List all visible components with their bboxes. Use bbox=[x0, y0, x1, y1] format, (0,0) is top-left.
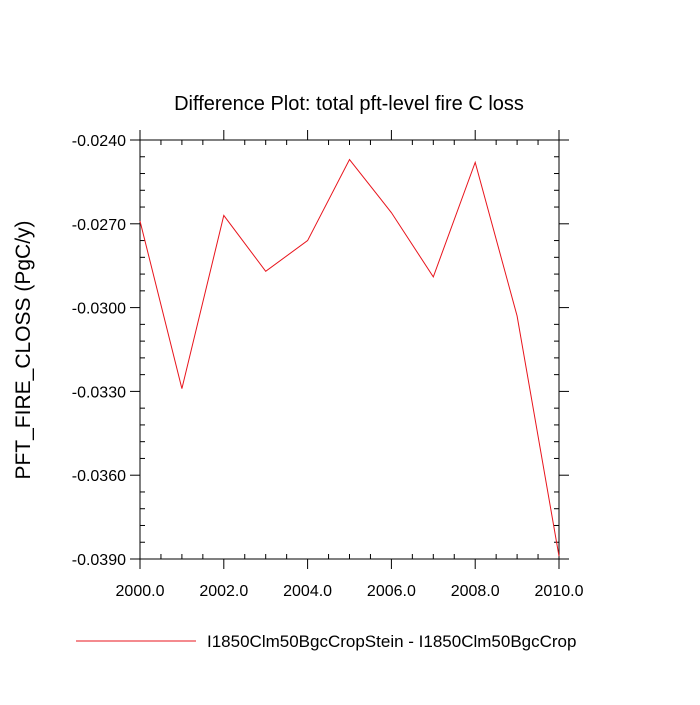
y-tick-label: -0.0360 bbox=[72, 468, 126, 485]
y-tick-label: -0.0240 bbox=[72, 133, 126, 150]
axis-tick-labels: 2000.0 2002.0 2004.0 2006.0 2008.0 2010.0 -0.0… bbox=[72, 133, 584, 600]
series-layer bbox=[139, 158, 560, 557]
legend: I1850Clm50BgcCropStein - I1850Clm50BgcCr… bbox=[76, 632, 576, 651]
legend-label: I1850Clm50BgcCropStein - I1850Clm50BgcCr… bbox=[207, 632, 576, 651]
axis-ticks bbox=[130, 130, 569, 569]
y-tick-label: -0.0330 bbox=[72, 384, 126, 401]
chart-title: Difference Plot: total pft-level fire C … bbox=[174, 93, 524, 115]
plot-frame bbox=[139, 139, 560, 560]
x-tick-label: 2010.0 bbox=[535, 583, 584, 600]
series-line bbox=[139, 158, 560, 557]
x-tick-label: 2006.0 bbox=[367, 583, 416, 600]
y-tick-label: -0.0270 bbox=[72, 217, 126, 234]
x-tick-label: 2002.0 bbox=[199, 583, 248, 600]
x-tick-label: 2004.0 bbox=[283, 583, 332, 600]
y-tick-label: -0.0300 bbox=[72, 301, 126, 318]
x-tick-label: 2000.0 bbox=[116, 583, 165, 600]
y-axis-label: PFT_FIRE_CLOSS (PgC/y) bbox=[12, 220, 35, 479]
y-tick-label: -0.0390 bbox=[72, 552, 126, 569]
x-tick-label: 2008.0 bbox=[451, 583, 500, 600]
